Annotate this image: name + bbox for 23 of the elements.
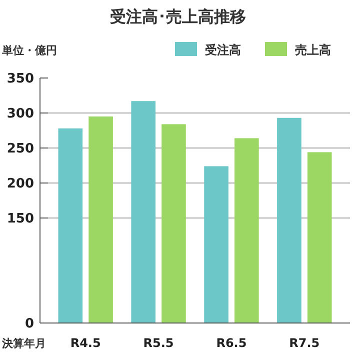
legend-label: 受注高 [204, 43, 241, 57]
bar [162, 124, 186, 323]
y-tick-label: 350 [6, 72, 34, 87]
bar [307, 152, 332, 323]
bar [131, 101, 156, 323]
chart-title: 受注高･売上高推移 [109, 7, 246, 26]
x-axis-title: 決算年月 [1, 337, 46, 350]
bar [88, 116, 113, 323]
x-tick-label: R4.5 [70, 336, 101, 350]
x-tick-label: R7.5 [289, 336, 320, 350]
legend-label: 売上高 [295, 43, 331, 57]
bar [204, 166, 228, 323]
y-tick-label: 300 [6, 106, 34, 122]
y-tick-label: 0 [24, 316, 34, 332]
bar [234, 138, 259, 323]
bar [58, 128, 83, 323]
x-tick-label: R6.5 [216, 336, 247, 350]
y-tick-label: 150 [6, 212, 34, 227]
bar [277, 118, 302, 323]
y-axis-title: 単位・億円 [1, 44, 57, 57]
x-tick-label: R5.5 [143, 336, 174, 350]
y-tick-label: 250 [6, 142, 34, 157]
y-tick-label: 200 [6, 176, 34, 192]
